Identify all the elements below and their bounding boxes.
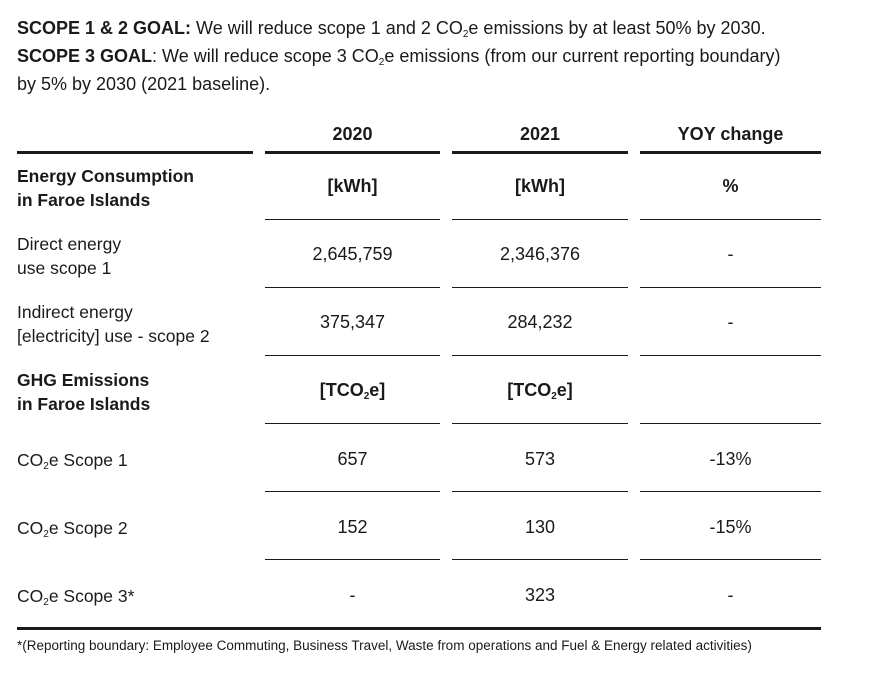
header-rule xyxy=(452,151,628,154)
label-line: Direct energy xyxy=(17,234,122,254)
subscript: 2 xyxy=(378,57,385,68)
scope3-goal-text-end: e emissions (from our current reporting … xyxy=(384,46,781,66)
table-cell: - xyxy=(349,585,356,605)
unit-tco2e-2021: [TCO2e] xyxy=(452,380,628,402)
label-line: in Faroe Islands xyxy=(17,394,151,414)
goals-statement: SCOPE 1 & 2 GOAL: We will reduce scope 1… xyxy=(17,14,877,98)
unit-tco2e-2020: [TCO2e] xyxy=(265,380,440,402)
scope3-goal: SCOPE 3 GOAL: We will reduce scope 3 CO2… xyxy=(17,42,877,70)
table-cell: 323 xyxy=(524,585,556,605)
row-rule xyxy=(265,491,440,492)
subscript: 2 xyxy=(43,597,49,608)
label-line: in Faroe Islands xyxy=(17,190,151,210)
table-cell: 657 xyxy=(337,449,368,469)
indirect-energy-label: Indirect energy [electricity] use - scop… xyxy=(17,300,210,348)
subscript: 2 xyxy=(43,461,49,472)
scope12-goal-text: We will reduce scope 1 and 2 CO xyxy=(191,18,463,38)
row-rule xyxy=(265,355,440,356)
energy-section-label: Energy Consumption in Faroe Islands xyxy=(17,164,194,212)
subscript: 2 xyxy=(462,29,469,40)
row-rule xyxy=(265,423,440,424)
scope3-goal-line2: by 5% by 2030 (2021 baseline). xyxy=(17,74,271,94)
label-text: CO xyxy=(17,518,44,538)
row-rule xyxy=(265,287,440,288)
scope3-goal-label: SCOPE 3 GOAL xyxy=(17,46,153,66)
ghg-section-label: GHG Emissions in Faroe Islands xyxy=(17,368,150,416)
label-line: [electricity] use - scope 2 xyxy=(17,326,210,346)
row-rule xyxy=(640,287,821,288)
subscript: 2 xyxy=(363,391,370,402)
row-rule xyxy=(452,559,628,560)
table-cell: 2,645,759 xyxy=(312,244,393,264)
row-rule xyxy=(640,491,821,492)
table-cell: 152 xyxy=(337,517,368,537)
unit-kwh-2020: [kWh] xyxy=(327,176,378,196)
col-header-2021: 2021 xyxy=(519,124,561,144)
scope12-goal-text-end: e emissions by at least 50% by 2030. xyxy=(468,18,766,38)
label-line: use scope 1 xyxy=(17,258,112,278)
table-cell: - xyxy=(727,244,734,264)
row-rule xyxy=(640,559,821,560)
row-rule xyxy=(640,423,821,424)
header-rule xyxy=(17,151,253,154)
row-rule xyxy=(640,355,821,356)
row-rule xyxy=(265,219,440,220)
subscript: 2 xyxy=(551,391,557,402)
table-bottom-rule xyxy=(17,627,821,630)
label-text: CO xyxy=(17,586,44,606)
unit-text: e] xyxy=(369,380,386,400)
co2e-scope2-label: CO2e Scope 2 xyxy=(17,516,128,540)
label-text: CO xyxy=(17,450,44,470)
label-text: e Scope 1 xyxy=(48,450,128,470)
direct-energy-label: Direct energy use scope 1 xyxy=(17,232,121,280)
col-header-yoy: YOY change xyxy=(677,124,784,144)
co2e-scope1-label: CO2e Scope 1 xyxy=(17,448,128,472)
header-rule xyxy=(265,151,440,154)
label-line: GHG Emissions xyxy=(17,370,150,390)
table-cell: -13% xyxy=(709,449,752,469)
scope3-goal-text: : We will reduce scope 3 CO xyxy=(152,46,379,66)
table-cell: 2,346,376 xyxy=(499,244,581,264)
label-text: e Scope 2 xyxy=(48,518,128,538)
header-rule xyxy=(640,151,821,154)
col-header-2020: 2020 xyxy=(332,124,373,144)
row-rule xyxy=(452,287,628,288)
row-rule xyxy=(640,219,821,220)
row-rule xyxy=(452,423,628,424)
co2e-scope3-label: CO2e Scope 3* xyxy=(17,584,134,608)
unit-text: e] xyxy=(556,380,573,400)
row-rule xyxy=(452,491,628,492)
label-text: e Scope 3* xyxy=(48,586,135,606)
table-cell: 130 xyxy=(524,517,556,537)
label-line: Indirect energy xyxy=(17,302,133,322)
row-rule xyxy=(452,219,628,220)
row-rule xyxy=(265,559,440,560)
footnote: *(Reporting boundary: Employee Commuting… xyxy=(17,638,752,653)
unit-text: [TCO xyxy=(507,380,552,400)
scope12-goal-label: SCOPE 1 & 2 GOAL: xyxy=(17,18,192,38)
unit-text: [TCO xyxy=(319,380,364,400)
table-cell: 375,347 xyxy=(319,312,386,332)
scope12-goal: SCOPE 1 & 2 GOAL: We will reduce scope 1… xyxy=(17,14,877,42)
unit-kwh-2021: [kWh] xyxy=(515,176,565,196)
table-cell: - xyxy=(727,312,734,332)
unit-percent: % xyxy=(722,176,739,196)
table-cell: - xyxy=(727,585,734,605)
subscript: 2 xyxy=(43,529,49,540)
table-cell: -15% xyxy=(709,517,752,537)
row-rule xyxy=(452,355,628,356)
label-line: Energy Consumption xyxy=(17,166,194,186)
table-cell: 573 xyxy=(524,449,556,469)
table-cell: 284,232 xyxy=(507,312,573,332)
